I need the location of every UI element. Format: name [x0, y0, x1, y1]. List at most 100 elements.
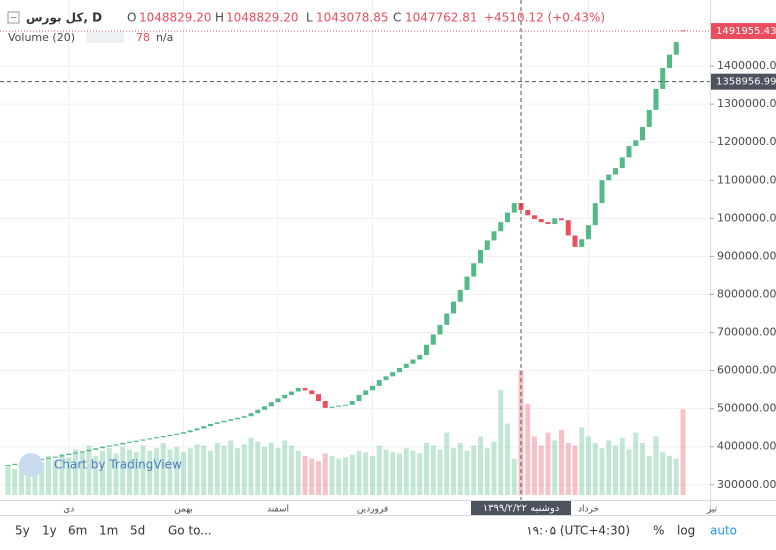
volume-bar: [511, 458, 517, 495]
candle-body: [410, 359, 416, 364]
candle-body: [667, 54, 672, 68]
candle-body: [106, 445, 112, 447]
candle-body: [451, 301, 456, 314]
candle-body: [626, 146, 632, 158]
volume-bar: [174, 446, 180, 495]
candle-body: [160, 436, 166, 438]
ohlc-value: 1047762.81: [405, 11, 478, 25]
volume-bar: [417, 453, 423, 495]
x-tick-label: فروردین: [357, 505, 388, 515]
candle-body: [113, 444, 119, 446]
candle-body: [174, 433, 180, 435]
volume-bar: [79, 452, 85, 495]
volume-bar: [579, 427, 585, 495]
study-buttons[interactable]: [86, 32, 124, 43]
candle-body: [275, 398, 281, 403]
volume-bar: [478, 436, 483, 495]
candle-body: [100, 446, 105, 449]
volume-bar: [241, 444, 247, 495]
y-tick-label: 900000.00: [717, 249, 776, 262]
volume-bar: [46, 456, 51, 495]
volume-bar: [19, 463, 24, 495]
candle-body: [356, 394, 362, 402]
volume-bar: [444, 432, 450, 495]
volume-bar: [268, 443, 274, 495]
candle-body: [633, 140, 639, 146]
volume-bar: [397, 453, 402, 495]
ohlc-key: C: [393, 11, 401, 25]
candle-body: [268, 402, 274, 407]
candle-body: [464, 276, 470, 290]
y-tick-label: 500000.00: [717, 402, 776, 415]
candle-body: [302, 388, 308, 391]
volume-bar: [235, 448, 240, 495]
volume-bar: [653, 436, 659, 495]
candle-body: [613, 168, 618, 175]
auto-button[interactable]: auto: [710, 524, 737, 538]
candle-body: [329, 406, 335, 408]
crosshair-price: 1358956.99: [716, 77, 776, 88]
y-tick-label: 1200000.00: [717, 135, 776, 148]
candle-body: [586, 225, 591, 240]
volume-bar: [376, 445, 382, 495]
candles: [5, 30, 686, 466]
range-button[interactable]: 1m: [99, 524, 118, 538]
candle-body: [592, 203, 598, 226]
collapse-button[interactable]: [7, 11, 20, 24]
candle-body: [214, 422, 220, 424]
volume-bar: [248, 437, 254, 495]
range-button[interactable]: 5y: [15, 524, 30, 538]
volume-bar: [640, 443, 645, 495]
candle-body: [147, 438, 153, 440]
symbol: کل بورس, D: [26, 11, 102, 26]
range-button[interactable]: 6m: [68, 524, 87, 538]
log-button[interactable]: log: [677, 524, 695, 538]
candle-body: [457, 289, 463, 302]
candle-body: [248, 413, 254, 417]
ohlc-value: 1043078.85: [316, 11, 389, 25]
volume-bar: [214, 443, 220, 495]
volume-bar: [532, 436, 537, 495]
candle-body: [79, 451, 85, 453]
candle-body: [167, 434, 173, 437]
candle-body: [572, 235, 578, 247]
ohlc-key: O: [127, 11, 136, 25]
time-zone[interactable]: ۱۹:۰۵ (UTC+4:30): [526, 524, 630, 538]
volume-bar: [673, 458, 679, 495]
candle-body: [221, 420, 227, 423]
candle-body: [565, 220, 571, 236]
volume-bar: [390, 452, 396, 495]
volume-bar: [424, 443, 429, 495]
volume-bar: [667, 456, 672, 495]
candle-body: [606, 174, 612, 181]
range-button[interactable]: 1y: [42, 524, 57, 538]
volume-bar: [626, 449, 632, 495]
volume-bar: [201, 445, 207, 495]
volume-bar: [86, 445, 92, 495]
volume-bar: [39, 462, 45, 495]
volume-bar: [187, 448, 193, 495]
candle-body: [86, 449, 92, 452]
percent-button[interactable]: %: [653, 524, 664, 538]
watermark: Chart by TradingView: [19, 453, 182, 477]
candle-body: [363, 390, 369, 395]
ohlc-key: L: [306, 11, 313, 25]
range-button[interactable]: 5d: [130, 524, 145, 538]
volume-bar: [12, 469, 18, 495]
candle-body: [444, 313, 450, 325]
volume-bar: [680, 409, 686, 495]
volume-bar: [160, 443, 166, 495]
volume-bar: [383, 449, 389, 495]
volume-bar: [646, 456, 652, 495]
volume-bar: [525, 404, 531, 495]
watermark-icon: [19, 453, 43, 477]
last-price: 1491955.43: [716, 26, 776, 37]
candle-body: [525, 209, 531, 216]
volume-bar: [329, 456, 335, 495]
candle-body: [397, 367, 402, 373]
y-tick-label: 400000.00: [717, 440, 776, 453]
candle-body: [484, 240, 490, 250]
volume-bar: [73, 449, 78, 495]
goto-button[interactable]: Go to...: [168, 524, 212, 538]
candle-body: [235, 417, 240, 420]
